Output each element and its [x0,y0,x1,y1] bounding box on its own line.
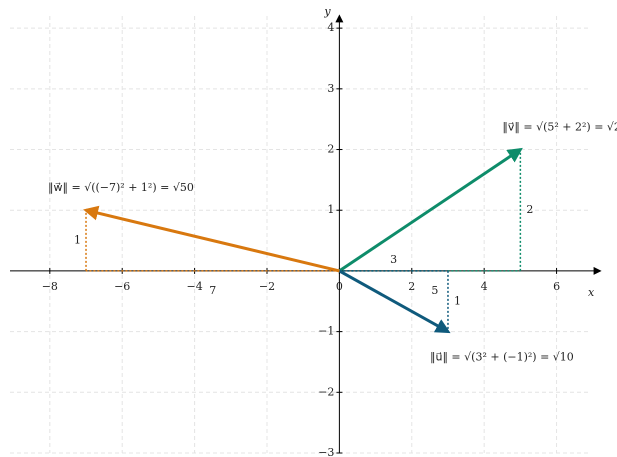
x-tick-label: 2 [408,280,415,293]
y-tick-label: 3 [327,82,334,95]
vector-arrow [338,147,523,273]
norm-label: ‖u⃗‖ = √(3² + (−1)²) = √10 [430,351,574,365]
y-tick-label: 4 [327,21,334,34]
dy-label: 1 [454,294,461,307]
y-tick-label: −3 [318,446,334,457]
dx-label: 5 [431,284,438,297]
norm-label: ‖v⃗‖ = √(5² + 2²) = √29 [502,121,617,135]
x-tick-label: −6 [114,280,130,293]
y-tick-label: 2 [327,143,334,156]
vector-arrow [83,205,340,273]
y-axis-label: y [323,5,331,18]
x-tick-label: 6 [553,280,560,293]
dy-label: 2 [526,203,533,216]
dx-label: 3 [390,253,397,266]
dx-label: 7 [209,284,216,297]
y-tick-label: −2 [318,385,334,398]
y-tick-label: 1 [327,203,334,216]
dy-label: 1 [74,234,81,247]
y-tick-label: −1 [318,325,334,338]
x-tick-label: −8 [42,280,58,293]
x-tick-label: −4 [186,280,202,293]
vector-arrow [338,269,451,334]
x-tick-label: 4 [481,280,488,293]
x-axis-label: x [588,286,595,299]
x-tick-label: −2 [259,280,275,293]
norm-label: ‖w⃗‖ = √((−7)² + 1²) = √50 [48,181,194,195]
